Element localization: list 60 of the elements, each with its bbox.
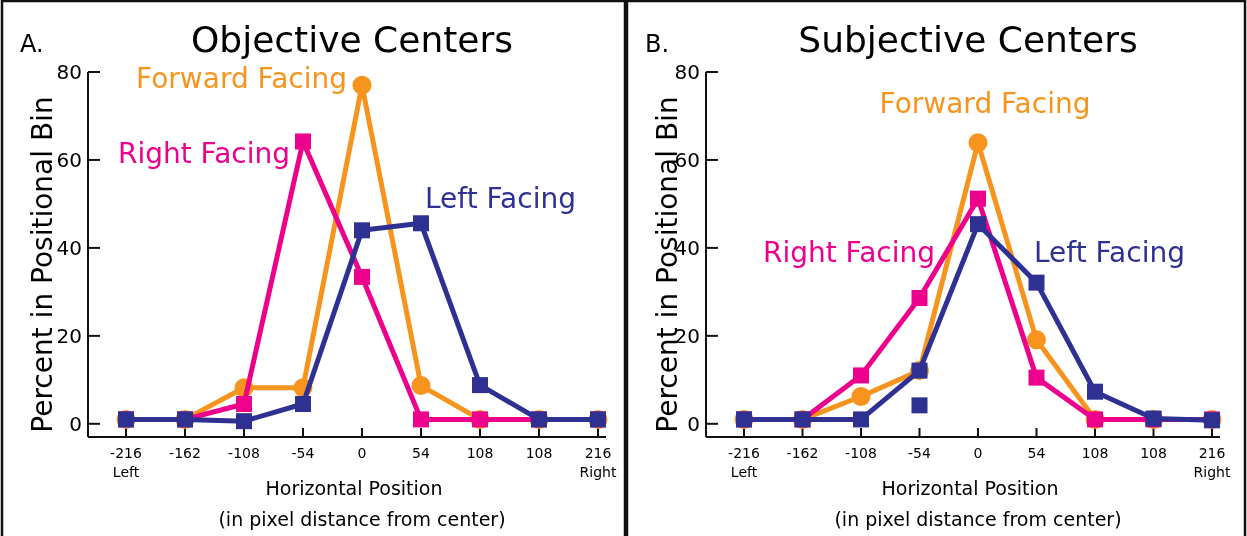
x-tick-label: -54: [908, 445, 932, 461]
point: [236, 413, 252, 430]
y-tick-label: 80: [56, 60, 82, 84]
series-label: Left Facing: [425, 182, 576, 215]
x-tick-label: 0: [357, 445, 367, 461]
point: [1087, 383, 1103, 400]
y-tick-label: 20: [56, 323, 82, 348]
x-tick-label: -162: [786, 445, 819, 461]
chart-title: Objective Centers: [190, 19, 514, 60]
point: [851, 387, 871, 407]
y-tick-label: 80: [674, 60, 700, 84]
x-tick-label: -162: [169, 445, 201, 461]
x-tick-label: 54: [412, 445, 430, 461]
point: [970, 216, 986, 233]
x-tick-label: -54: [291, 445, 315, 461]
point: [413, 411, 429, 428]
point: [970, 190, 986, 207]
chart-title: Subjective Centers: [798, 19, 1138, 60]
point: [911, 290, 928, 307]
point: [413, 215, 429, 232]
point: [411, 376, 431, 396]
x-axis-title: Horizontal Position (in pixel distance from center): [834, 477, 1122, 530]
x-tick-label: 216 Right: [1193, 445, 1231, 480]
point: [354, 268, 370, 285]
point: [1027, 330, 1046, 350]
x-tick-label: 216 Right: [579, 445, 617, 480]
point: [236, 396, 252, 413]
point: [295, 396, 311, 413]
x-tick-label: 108: [525, 445, 553, 461]
point: [354, 222, 370, 239]
series-label: Left Facing: [1034, 236, 1185, 269]
x-tick-label: 108: [1140, 445, 1167, 461]
point: [853, 367, 869, 384]
series-label: Forward Facing: [136, 62, 347, 95]
series-label: Right Facing: [762, 236, 935, 269]
y-tick-label: 0: [69, 411, 82, 436]
text: A.: [20, 30, 44, 58]
x-tick-label: 0: [973, 445, 983, 461]
point: [352, 75, 372, 95]
x-tick-label: 108: [466, 445, 494, 461]
x-tick-label: -108: [228, 445, 260, 461]
x-axis-title: Horizontal Position (in pixel distance from center): [218, 477, 506, 530]
point: [1028, 274, 1045, 291]
series-label: Forward Facing: [879, 87, 1091, 120]
point: [472, 377, 488, 394]
x-tick-label: -216 Left: [728, 445, 760, 480]
x-tick-label: 54: [1027, 445, 1046, 461]
y-tick-label: 0: [687, 411, 700, 436]
x-tick-label: -216 Left: [110, 445, 142, 480]
series-label: Right Facing: [117, 137, 290, 170]
point: [295, 133, 311, 150]
point: [853, 411, 869, 428]
y-tick-label: 40: [56, 235, 82, 260]
x-tick-label: -108: [845, 445, 877, 461]
x-tick-label: 108: [1081, 445, 1109, 461]
point: [1028, 369, 1045, 386]
point: [968, 133, 988, 153]
text: B.: [645, 30, 670, 58]
point: [911, 397, 928, 414]
y-tick-label: 60: [56, 147, 82, 172]
